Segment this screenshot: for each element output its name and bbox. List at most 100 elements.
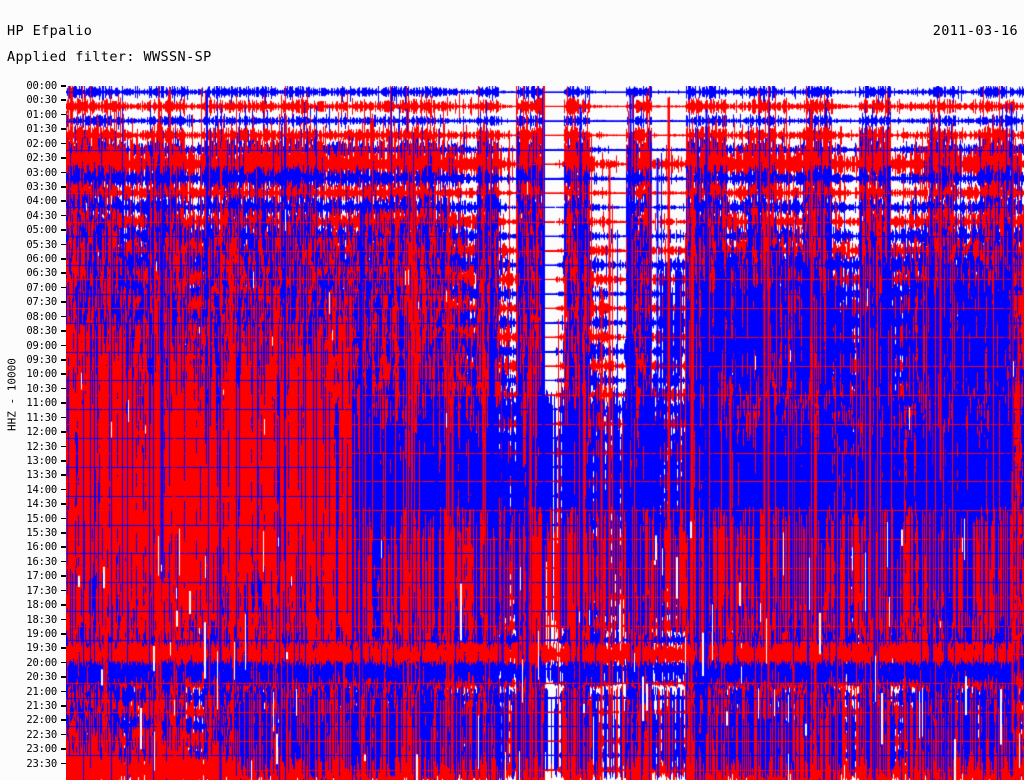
time-tick-row: 14:00	[0, 484, 66, 496]
time-tick-mark	[61, 488, 66, 491]
time-tick-row: 22:30	[0, 729, 66, 741]
time-tick-mark	[61, 258, 66, 260]
time-tick-mark	[61, 243, 66, 246]
time-tick-label: 06:00	[26, 253, 57, 266]
time-tick-label: 05:30	[26, 238, 57, 251]
time-tick-mark	[61, 85, 66, 87]
time-tick-label: 02:00	[26, 137, 57, 150]
time-tick-label: 00:30	[26, 94, 57, 107]
time-tick-mark	[61, 330, 66, 332]
time-tick-label: 23:30	[26, 757, 57, 770]
time-tick-mark	[61, 748, 66, 750]
y-axis-label: HHZ - 10000	[5, 358, 19, 431]
time-tick-label: 01:30	[26, 123, 57, 136]
time-tick-mark	[61, 676, 66, 678]
time-tick-row: 11:00	[0, 397, 66, 409]
time-tick-row: 07:00	[0, 282, 66, 294]
time-tick-row: 19:30	[0, 642, 66, 654]
time-tick-row: 23:30	[0, 758, 66, 770]
time-tick-label: 05:00	[26, 224, 57, 237]
time-tick-row: 10:30	[0, 383, 66, 395]
time-tick-mark	[61, 142, 66, 145]
time-tick-row: 02:30	[0, 152, 66, 164]
time-tick-label: 19:00	[26, 627, 57, 640]
time-tick-mark	[61, 459, 66, 462]
time-tick-row: 20:30	[0, 671, 66, 683]
time-tick-label: 18:30	[26, 613, 57, 626]
time-tick-row: 07:30	[0, 296, 66, 308]
time-tick-row: 21:30	[0, 700, 66, 712]
time-tick-mark	[61, 575, 66, 577]
time-tick-row: 03:00	[0, 167, 66, 179]
time-tick-row: 02:00	[0, 138, 66, 150]
time-tick-label: 03:00	[26, 166, 57, 179]
time-tick-label: 08:30	[26, 325, 57, 338]
time-tick-row: 01:30	[0, 123, 66, 135]
time-tick-row: 20:00	[0, 657, 66, 669]
time-tick-mark	[61, 99, 66, 101]
time-tick-mark	[61, 589, 66, 592]
time-tick-row: 14:30	[0, 498, 66, 510]
time-tick-label: 04:00	[26, 195, 57, 208]
time-tick-mark	[61, 604, 66, 606]
station-title: HP Efpalio	[7, 23, 93, 39]
time-tick-label: 22:00	[26, 714, 57, 727]
time-tick-label: 13:30	[26, 469, 57, 482]
time-tick-label: 18:00	[26, 599, 57, 612]
time-tick-mark	[61, 185, 66, 188]
time-tick-mark	[61, 171, 66, 174]
time-tick-mark	[61, 503, 66, 505]
time-tick-label: 07:00	[26, 281, 57, 294]
time-tick-label: 10:30	[26, 382, 57, 395]
time-tick-label: 17:00	[26, 570, 57, 583]
time-tick-label: 11:00	[26, 397, 57, 410]
time-tick-label: 02:30	[26, 152, 57, 165]
time-tick-row: 22:00	[0, 714, 66, 726]
time-tick-mark	[61, 690, 66, 693]
time-tick-mark	[61, 301, 66, 303]
time-tick-mark	[61, 214, 66, 217]
time-tick-label: 03:30	[26, 180, 57, 193]
time-tick-label: 04:30	[26, 209, 57, 222]
time-tick-row: 00:30	[0, 94, 66, 106]
time-tick-label: 14:30	[26, 498, 57, 511]
time-tick-label: 11:30	[26, 411, 57, 424]
time-tick-label: 12:00	[26, 426, 57, 439]
time-tick-row: 10:00	[0, 368, 66, 380]
time-tick-mark	[61, 632, 66, 635]
time-tick-row: 18:00	[0, 599, 66, 611]
time-tick-label: 20:30	[26, 671, 57, 684]
time-tick-mark	[61, 517, 66, 520]
time-tick-row: 15:30	[0, 527, 66, 539]
time-tick-label: 07:30	[26, 296, 57, 309]
time-tick-label: 15:30	[26, 527, 57, 540]
time-tick-row: 03:30	[0, 181, 66, 193]
time-tick-label: 14:00	[26, 483, 57, 496]
time-tick-row: 23:00	[0, 743, 66, 755]
time-tick-label: 00:00	[26, 80, 57, 92]
time-tick-label: 13:00	[26, 454, 57, 467]
time-tick-row: 06:00	[0, 253, 66, 265]
time-tick-row: 04:00	[0, 195, 66, 207]
time-tick-label: 06:30	[26, 267, 57, 280]
time-tick-mark	[61, 286, 66, 289]
time-tick-mark	[61, 315, 66, 318]
time-tick-row: 00:00	[0, 80, 66, 92]
time-tick-mark	[61, 546, 66, 549]
record-date-label: 2011-03-16	[932, 23, 1018, 39]
time-tick-mark	[61, 387, 66, 390]
time-tick-row: 19:00	[0, 628, 66, 640]
time-tick-label: 17:30	[26, 584, 57, 597]
time-tick-row: 06:30	[0, 267, 66, 279]
time-tick-row: 08:00	[0, 311, 66, 323]
time-tick-label: 20:00	[26, 656, 57, 669]
time-tick-label: 23:00	[26, 743, 57, 756]
time-tick-mark	[61, 532, 66, 534]
time-tick-mark	[61, 229, 66, 231]
time-tick-mark	[61, 402, 66, 404]
time-tick-row: 08:30	[0, 325, 66, 337]
time-tick-mark	[61, 200, 66, 202]
time-tick-label: 16:30	[26, 555, 57, 568]
seismogram-plot-area	[66, 86, 1024, 780]
